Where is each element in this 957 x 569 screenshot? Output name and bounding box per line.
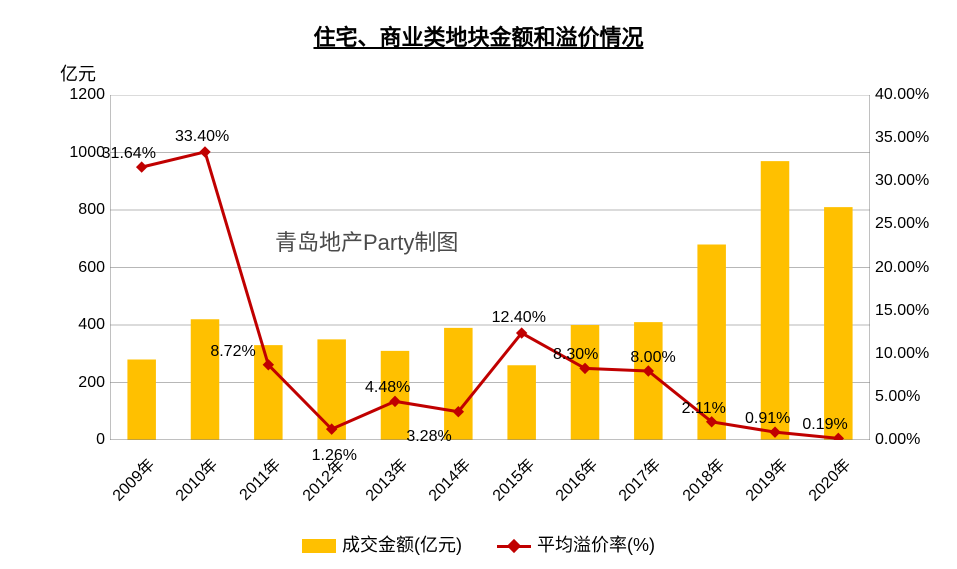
- x-tick-label: 2014年: [416, 452, 475, 511]
- line-series-path: [142, 152, 839, 438]
- line-data-label: 1.26%: [312, 447, 357, 465]
- x-tick-label: 2013年: [353, 452, 412, 511]
- line-data-label: 0.91%: [745, 410, 790, 428]
- y2-tick-label: 30.00%: [875, 172, 929, 190]
- y1-tick-label: 0: [96, 431, 105, 449]
- x-tick-label: 2020年: [796, 452, 855, 511]
- line-marker: [137, 162, 147, 172]
- line-series-markers: [137, 147, 844, 440]
- x-tick-label: 2010年: [163, 452, 222, 511]
- y1-unit-label: 亿元: [60, 60, 96, 86]
- line-data-label: 33.40%: [175, 128, 229, 146]
- y2-tick-label: 25.00%: [875, 215, 929, 233]
- x-tick-label: 2009年: [99, 452, 158, 511]
- line-data-label: 8.30%: [553, 346, 598, 364]
- y1-tick-label: 1000: [69, 144, 105, 162]
- y2-tick-label: 10.00%: [875, 345, 929, 363]
- bar: [634, 322, 663, 440]
- y2-tick-label: 20.00%: [875, 259, 929, 277]
- y1-tick-label: 400: [78, 316, 105, 334]
- chart-title: 住宅、商业类地块金额和溢价情况: [0, 20, 957, 52]
- plot-area: [110, 95, 870, 440]
- y1-tick-label: 800: [78, 201, 105, 219]
- line-data-label: 12.40%: [492, 309, 546, 327]
- bar: [191, 319, 220, 440]
- line-data-label: 3.28%: [406, 428, 451, 446]
- x-tick-label: 2015年: [479, 452, 538, 511]
- y2-tick-label: 40.00%: [875, 86, 929, 104]
- y2-tick-label: 5.00%: [875, 388, 920, 406]
- line-data-label: 0.19%: [802, 416, 847, 434]
- line-data-label: 4.48%: [365, 379, 410, 397]
- line-marker: [200, 147, 210, 157]
- x-tick-label: 2018年: [669, 452, 728, 511]
- bar: [444, 328, 473, 440]
- y2-tick-label: 15.00%: [875, 302, 929, 320]
- y2-tick-label: 35.00%: [875, 129, 929, 147]
- x-tick-label: 2017年: [606, 452, 665, 511]
- bar: [507, 365, 535, 440]
- line-data-label: 8.00%: [630, 349, 675, 367]
- x-tick-label: 2016年: [543, 452, 602, 511]
- line-data-label: 2.11%: [682, 400, 726, 418]
- legend: 成交金额(亿元) 平均溢价率(%): [0, 531, 957, 557]
- y1-tick-label: 600: [78, 259, 105, 277]
- legend-swatch-bar: [302, 539, 336, 553]
- gridlines: [110, 95, 870, 440]
- combo-chart: 住宅、商业类地块金额和溢价情况 亿元 青岛地产Party制图 成交金额(亿元) …: [0, 0, 957, 569]
- line-data-label: 31.64%: [102, 145, 156, 163]
- line-data-label: 8.72%: [210, 343, 255, 361]
- bar: [824, 207, 853, 440]
- y1-tick-label: 1200: [69, 86, 105, 104]
- legend-swatch-line: [497, 539, 531, 553]
- x-tick-label: 2011年: [226, 452, 285, 511]
- bar: [761, 161, 790, 440]
- bar-series: [127, 161, 852, 440]
- legend-label-line: 平均溢价率(%): [537, 535, 655, 555]
- bar: [127, 360, 155, 441]
- x-tick-label: 2019年: [733, 452, 792, 511]
- y2-tick-label: 0.00%: [875, 431, 920, 449]
- legend-label-bar: 成交金额(亿元): [342, 535, 462, 555]
- bar: [571, 325, 600, 440]
- y1-tick-label: 200: [78, 374, 105, 392]
